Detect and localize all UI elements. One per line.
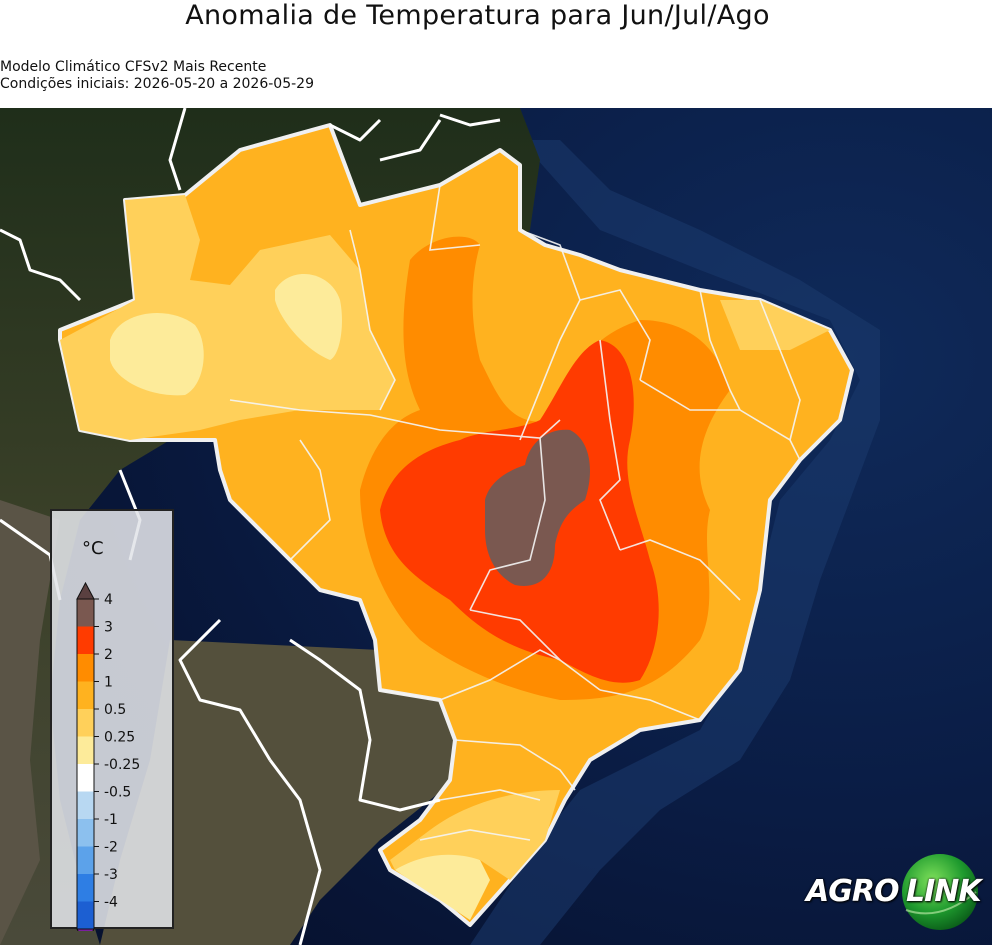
colorbar-tick-label: 2 xyxy=(104,647,113,663)
colorbar-legend: °C 4 3 2 1 0.5 0.25 -0.25 -0.5 -1 -2 -3 -4 xyxy=(50,509,174,931)
anomaly-025-spot-north xyxy=(275,273,342,360)
colorbar-extend-top xyxy=(76,581,95,600)
anomaly-05-east xyxy=(720,300,830,350)
colorbar-tick-label: -4 xyxy=(104,895,118,911)
colorbar-segment xyxy=(77,709,94,737)
colorbar-tick-label: -0.25 xyxy=(104,757,140,773)
colorbar-segment xyxy=(77,626,94,654)
model-subtitle: Modelo Climático CFSv2 Mais Recente xyxy=(0,59,267,75)
anomaly-05-south xyxy=(390,790,560,880)
colorbar-tick-label: -1 xyxy=(104,812,118,828)
agrolink-logo: AGRO LINK xyxy=(806,852,984,936)
map-panel[interactable] xyxy=(0,108,992,945)
colorbar-segment xyxy=(77,764,94,792)
colorbar-segment xyxy=(77,846,94,874)
colorbar-tick-label: 0.5 xyxy=(104,702,126,718)
colorbar-segment xyxy=(77,791,94,819)
andes-land xyxy=(0,500,60,945)
southern-land xyxy=(100,640,480,945)
colorbar: 4 3 2 1 0.5 0.25 -0.25 -0.5 -1 -2 -3 -4 xyxy=(76,581,140,931)
map-title: Anomalia de Temperatura para Jun/Jul/Ago xyxy=(185,0,770,31)
state-borders xyxy=(229,184,801,841)
unit-label: °C xyxy=(82,538,104,559)
anomaly-4-region xyxy=(485,429,590,586)
anomaly-025-south xyxy=(395,853,490,920)
initial-conditions-subtitle: Condições iniciais: 2026-05-20 a 2026-05… xyxy=(0,76,314,92)
logo-globe xyxy=(902,854,978,930)
colorbar-tick-label: -2 xyxy=(104,840,118,856)
colorbar-tick-label: 1 xyxy=(104,675,113,691)
colorbar-segment xyxy=(77,736,94,764)
colorbar-tick-label: 4 xyxy=(104,592,113,608)
continental-shelf xyxy=(470,140,880,945)
colorbar-segment xyxy=(77,654,94,682)
colorbar-tick-label: -0.5 xyxy=(104,785,131,801)
colorbar-segment xyxy=(77,901,94,929)
colorbar-segment xyxy=(77,681,94,709)
colorbar-segment xyxy=(77,599,94,627)
colorbar-tick-label: 3 xyxy=(104,620,113,636)
logo-word-link: LINK xyxy=(906,874,982,909)
anomaly-map xyxy=(0,108,992,945)
anomaly-025-spot-west xyxy=(110,313,204,396)
colorbar-segment xyxy=(77,874,94,902)
colorbar-segment xyxy=(77,819,94,847)
logo-word-agro: AGRO xyxy=(806,874,899,909)
colorbar-tick-label: -3 xyxy=(104,867,118,883)
colorbar-tick-label: 0.25 xyxy=(104,730,135,746)
